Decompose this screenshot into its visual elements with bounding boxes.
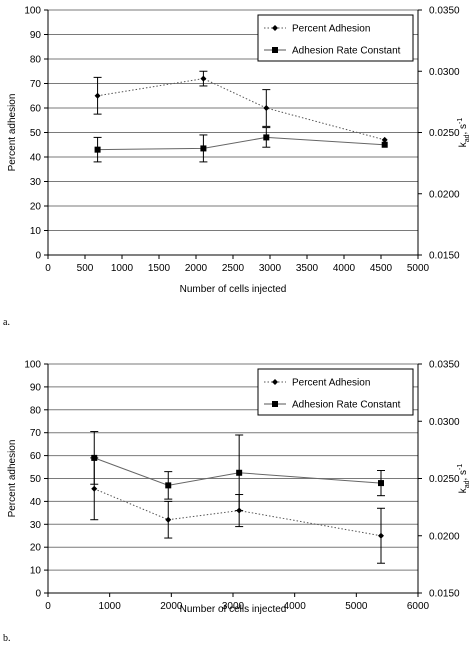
legend-marker-diamond <box>272 379 278 385</box>
y-tick-label: 90 <box>30 382 42 393</box>
x-tick-label: 0 <box>45 263 51 274</box>
y2-tick-label: 0.0350 <box>429 6 460 17</box>
x-tick-label: 3000 <box>259 263 282 274</box>
y-tick-label: 40 <box>30 497 42 508</box>
y-tick-label: 0 <box>35 589 41 600</box>
data-point-diamond <box>378 532 384 539</box>
series-line <box>94 457 382 486</box>
y-tick-label: 40 <box>30 153 42 164</box>
legend: Percent Adhesion Adhesion Rate Constant <box>257 368 414 416</box>
legend-label: Adhesion Rate Constant <box>292 400 401 411</box>
data-point-diamond <box>263 105 270 111</box>
legend-marker-square <box>272 401 278 407</box>
data-point-square <box>91 454 98 461</box>
y-tick-label: 70 <box>30 428 42 439</box>
y2-tick-label: 0.0150 <box>429 251 460 262</box>
y-tick-label: 60 <box>30 451 42 462</box>
series-diamond <box>93 70 388 143</box>
legend: Percent Adhesion Adhesion Rate Constant <box>257 14 414 62</box>
y-tick-label: 100 <box>24 6 41 17</box>
y2-tick-label: 0.0250 <box>429 128 460 139</box>
y-tick-label: 10 <box>30 566 42 577</box>
y-tick-label: 20 <box>30 543 42 554</box>
legend-box <box>257 368 414 416</box>
y-tick-label: 30 <box>30 520 42 531</box>
data-point-diamond <box>165 516 172 523</box>
y-tick-label: 70 <box>30 79 42 90</box>
x-tick-label: 500 <box>77 263 94 274</box>
y-tick-label: 80 <box>30 405 42 416</box>
y-tick-label: 50 <box>30 128 42 139</box>
data-point-diamond <box>381 136 388 143</box>
x-tick-label: 4000 <box>333 263 356 274</box>
x-tick-label: 2000 <box>185 263 208 274</box>
x-tick-label: 3500 <box>296 263 319 274</box>
series-square <box>90 431 385 512</box>
legend-item: Adhesion Rate Constant <box>264 400 401 411</box>
y-tick-label: 0 <box>35 251 41 262</box>
y2-tick-label: 0.0200 <box>429 189 460 200</box>
x-tick-label: 6000 <box>407 601 430 612</box>
legend-item: Percent Adhesion <box>264 378 370 389</box>
x-tick-label: 1000 <box>111 263 134 274</box>
panel-label: a. <box>3 317 10 328</box>
y2-tick-label: 0.0300 <box>429 67 460 78</box>
x-tick-label: 1500 <box>148 263 171 274</box>
y2-tick-label: 0.0350 <box>429 360 460 371</box>
panel-label: b. <box>3 633 11 644</box>
y-tick-label: 60 <box>30 104 42 115</box>
x-tick-label: 3000 <box>222 601 245 612</box>
data-point-square <box>94 146 101 153</box>
x-tick-label: 0 <box>45 601 51 612</box>
y2-axis-label: kad, s-1 <box>457 464 471 494</box>
series-line <box>94 488 382 537</box>
x-tick-label: 1000 <box>99 601 122 612</box>
y-tick-label: 90 <box>30 30 42 41</box>
x-tick-label: 5000 <box>407 263 430 274</box>
data-point-diamond <box>94 92 101 99</box>
data-point-square <box>236 469 243 476</box>
y2-tick-label: 0.0250 <box>429 474 460 485</box>
y-tick-label: 20 <box>30 202 42 213</box>
chart-panel-2: 0 10 20 30 40 50 60 70 80 90 100 0.0150 0.0200 0.0250… <box>3 360 471 645</box>
y2-tick-label: 0.0150 <box>429 589 460 600</box>
x-tick-label: 5000 <box>345 601 368 612</box>
data-point-diamond <box>91 485 98 492</box>
legend-label: Adhesion Rate Constant <box>292 46 401 57</box>
y-axis-label: Percent adhesion <box>7 94 18 172</box>
y-tick-label: 100 <box>24 360 41 371</box>
y-axis-label: Percent adhesion <box>7 440 18 518</box>
legend-marker-diamond <box>272 25 278 31</box>
x-tick-label: 2500 <box>222 263 245 274</box>
y2-axis-label: kad, s-1 <box>457 118 471 148</box>
y2-tick-label: 0.0200 <box>429 531 460 542</box>
x-tick-label: 4000 <box>284 601 307 612</box>
x-tick-label: 2000 <box>160 601 183 612</box>
y-tick-label: 50 <box>30 474 42 485</box>
legend-marker-square <box>272 47 278 53</box>
data-point-square <box>200 145 207 152</box>
chart-panel-1: 0 10 20 30 40 50 60 70 80 90 100 0.0150 0.0200 0.0250… <box>3 6 471 329</box>
series-line <box>97 78 385 141</box>
y-tick-label: 80 <box>30 55 42 66</box>
legend-item: Adhesion Rate Constant <box>264 46 401 57</box>
y2-tick-label: 0.0300 <box>429 417 460 428</box>
series-line <box>97 136 385 151</box>
legend-label: Percent Adhesion <box>292 378 370 389</box>
data-point-square <box>165 482 172 489</box>
series-square <box>93 127 388 163</box>
y-tick-label: 10 <box>30 226 42 237</box>
y-tick-label: 30 <box>30 177 42 188</box>
legend-box <box>257 14 414 62</box>
data-point-square <box>378 480 384 487</box>
data-point-square <box>381 141 388 148</box>
data-point-square <box>263 134 270 141</box>
data-point-diamond <box>200 75 207 82</box>
x-tick-label: 4500 <box>370 263 393 274</box>
legend-item: Percent Adhesion <box>264 24 370 35</box>
x-axis-label: Number of cells injected <box>180 604 287 615</box>
legend-label: Percent Adhesion <box>292 24 370 35</box>
x-axis-label: Number of cells injected <box>180 284 287 295</box>
